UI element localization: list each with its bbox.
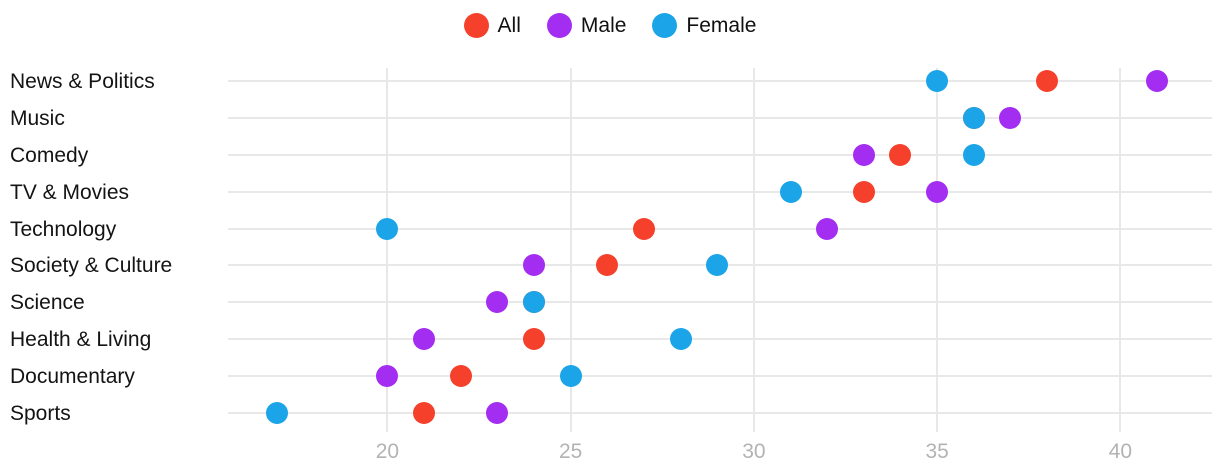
dot-all[interactable] bbox=[449, 364, 472, 387]
x-gridline-20 bbox=[386, 68, 389, 432]
category-label: Health & Living bbox=[10, 328, 152, 351]
category-label: Technology bbox=[10, 217, 117, 241]
category-label: News & Politics bbox=[10, 70, 155, 94]
dot-female[interactable] bbox=[559, 364, 582, 387]
x-tick-label: 40 bbox=[1108, 440, 1133, 463]
x-gridline-40 bbox=[1119, 68, 1122, 432]
dot-male[interactable] bbox=[486, 291, 509, 314]
dot-male[interactable] bbox=[1146, 70, 1169, 93]
legend: All Male Female bbox=[0, 13, 1220, 38]
category-label: Documentary bbox=[10, 364, 135, 388]
x-tick-label: 20 bbox=[375, 440, 400, 463]
dot-female[interactable] bbox=[926, 70, 949, 93]
dot-all[interactable] bbox=[413, 401, 436, 424]
y-gridline bbox=[228, 301, 1212, 304]
legend-item-female[interactable]: Female bbox=[652, 13, 756, 38]
y-gridline bbox=[228, 154, 1212, 156]
dot-female[interactable] bbox=[266, 401, 289, 424]
dot-male[interactable] bbox=[816, 217, 839, 240]
dot-male[interactable] bbox=[486, 401, 509, 424]
category-label: Music bbox=[10, 107, 65, 131]
category-label: Sports bbox=[10, 401, 71, 425]
dot-male[interactable] bbox=[999, 107, 1022, 130]
dot-male[interactable] bbox=[852, 144, 875, 166]
x-tick-label: 35 bbox=[925, 440, 949, 463]
y-gridline bbox=[228, 374, 1212, 377]
x-gridline-30 bbox=[752, 68, 755, 432]
legend-item-male[interactable]: Male bbox=[546, 13, 627, 38]
dot-female[interactable] bbox=[376, 217, 399, 240]
dot-female[interactable] bbox=[523, 291, 545, 314]
dot-all[interactable] bbox=[632, 217, 655, 240]
dot-female[interactable] bbox=[962, 144, 985, 166]
y-gridline bbox=[228, 80, 1212, 83]
y-gridline bbox=[228, 227, 1212, 230]
y-gridline bbox=[228, 117, 1212, 120]
legend-item-all[interactable]: All bbox=[463, 13, 521, 38]
legend-label-male: Male bbox=[580, 14, 627, 37]
dot-female[interactable] bbox=[669, 328, 692, 350]
dot-female[interactable] bbox=[962, 107, 985, 130]
dot-all[interactable] bbox=[889, 144, 912, 166]
dot-all[interactable] bbox=[596, 254, 619, 277]
y-gridline bbox=[228, 411, 1212, 414]
x-tick-label: 30 bbox=[742, 440, 766, 463]
dot-all[interactable] bbox=[1036, 70, 1059, 93]
category-label: Society & Culture bbox=[10, 254, 173, 278]
dot-all[interactable] bbox=[852, 180, 875, 203]
dot-female[interactable] bbox=[779, 180, 802, 203]
x-tick-label: 25 bbox=[558, 440, 583, 463]
y-gridline bbox=[228, 190, 1212, 193]
legend-dot-all-icon bbox=[463, 13, 489, 38]
dot-male[interactable] bbox=[413, 328, 436, 350]
legend-label-all: All bbox=[497, 14, 521, 37]
x-gridline-35 bbox=[936, 68, 939, 432]
category-label: TV & Movies bbox=[10, 180, 130, 204]
dot-male[interactable] bbox=[926, 180, 949, 203]
dot-male[interactable] bbox=[376, 364, 399, 387]
dot-female[interactable] bbox=[706, 254, 729, 277]
category-label: Comedy bbox=[10, 144, 89, 167]
y-gridline bbox=[228, 338, 1212, 340]
x-gridline-25 bbox=[569, 68, 572, 432]
dot-male[interactable] bbox=[523, 254, 545, 277]
legend-label-female: Female bbox=[686, 14, 757, 37]
legend-dot-male-icon bbox=[546, 13, 572, 38]
legend-dot-female-icon bbox=[652, 13, 678, 38]
dot-all[interactable] bbox=[523, 328, 545, 350]
category-label: Science bbox=[10, 291, 85, 315]
